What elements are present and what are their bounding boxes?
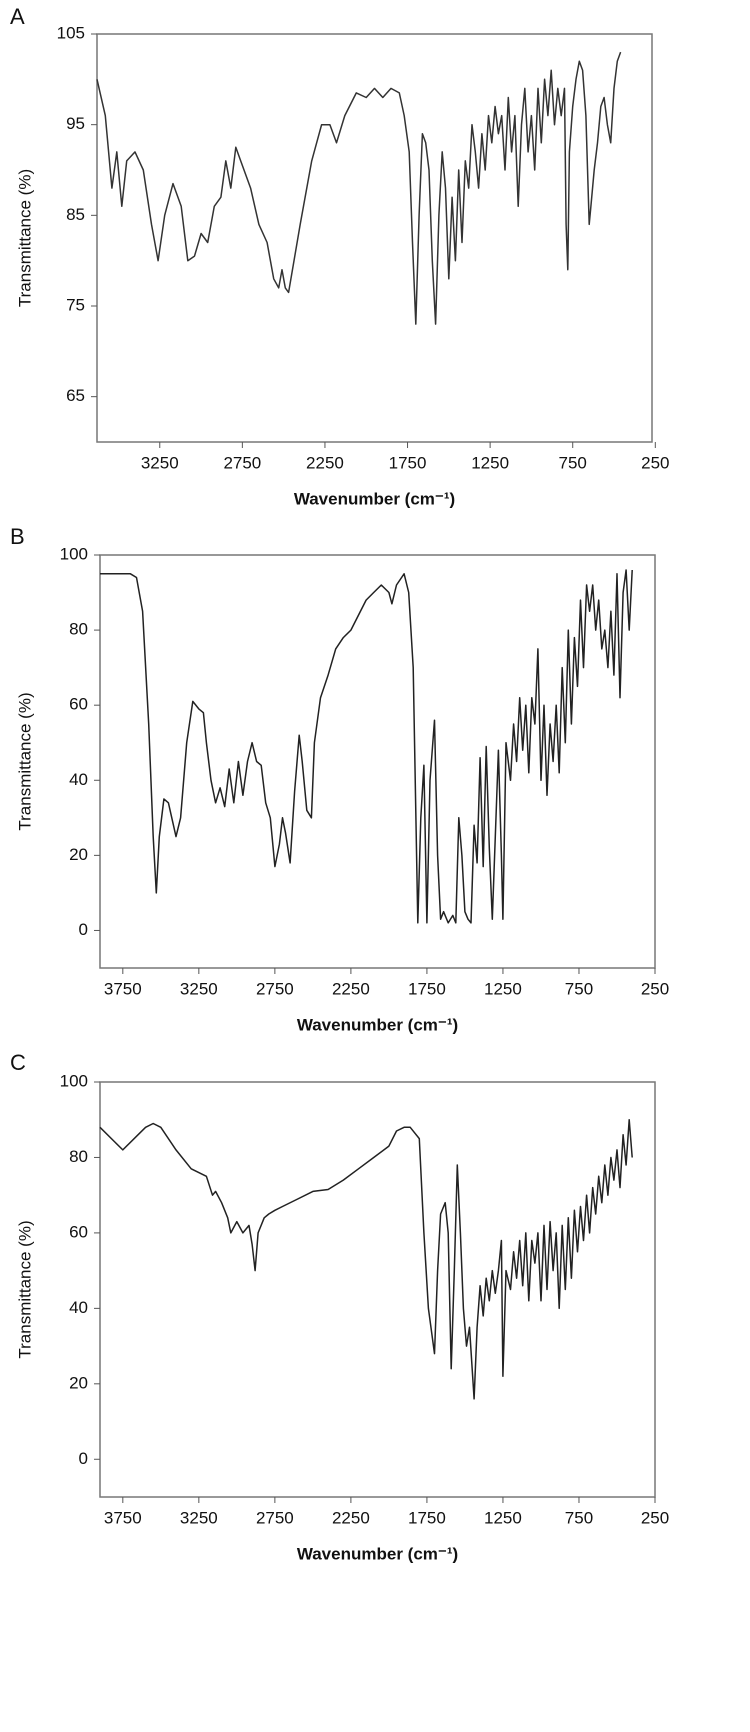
x-tick-label: 3250 bbox=[180, 1508, 218, 1527]
x-tick-label: 3250 bbox=[141, 453, 179, 472]
x-tick-label: 250 bbox=[641, 1508, 669, 1527]
y-tick-label: 75 bbox=[66, 295, 85, 314]
x-tick-label: 2750 bbox=[256, 1508, 294, 1527]
y-tick-label: 60 bbox=[69, 1222, 88, 1241]
plot-frame bbox=[99, 1081, 656, 1498]
y-tick-label: 100 bbox=[60, 544, 88, 563]
x-tick-label: 3250 bbox=[180, 979, 218, 998]
x-tick-label: 2250 bbox=[332, 1508, 370, 1527]
y-tick-label: 95 bbox=[66, 114, 85, 133]
spectrum-line bbox=[99, 1118, 633, 1400]
y-axis-label: Transmittance (%) bbox=[15, 692, 34, 830]
spectrum-line bbox=[96, 51, 622, 325]
x-tick-label: 1750 bbox=[408, 1508, 446, 1527]
x-tick-label: 1250 bbox=[484, 1508, 522, 1527]
x-tick-label: 750 bbox=[559, 453, 587, 472]
panel-label: A bbox=[10, 4, 25, 29]
x-tick-label: 3750 bbox=[104, 979, 142, 998]
y-tick-label: 65 bbox=[66, 386, 85, 405]
x-tick-label: 1750 bbox=[389, 453, 427, 472]
y-tick-label: 20 bbox=[69, 1373, 88, 1392]
y-tick-label: 80 bbox=[69, 620, 88, 639]
x-tick-label: 1750 bbox=[408, 979, 446, 998]
x-tick-label: 1250 bbox=[471, 453, 509, 472]
x-tick-label: 750 bbox=[565, 979, 593, 998]
x-axis-label: Wavenumber (cm⁻¹) bbox=[297, 1015, 458, 1034]
y-tick-label: 0 bbox=[79, 920, 88, 939]
y-tick-label: 80 bbox=[69, 1147, 88, 1166]
x-tick-label: 250 bbox=[641, 453, 669, 472]
panel-label: B bbox=[10, 524, 25, 549]
x-axis-label: Wavenumber (cm⁻¹) bbox=[297, 1544, 458, 1563]
y-axis-label: Transmittance (%) bbox=[15, 169, 34, 307]
y-tick-label: 40 bbox=[69, 1298, 88, 1317]
x-tick-label: 2250 bbox=[332, 979, 370, 998]
x-tick-label: 3750 bbox=[104, 1508, 142, 1527]
x-tick-label: 1250 bbox=[484, 979, 522, 998]
y-tick-label: 105 bbox=[57, 23, 85, 42]
y-tick-label: 0 bbox=[79, 1449, 88, 1468]
x-tick-label: 750 bbox=[565, 1508, 593, 1527]
x-tick-label: 2750 bbox=[256, 979, 294, 998]
y-tick-label: 100 bbox=[60, 1071, 88, 1090]
x-tick-label: 2250 bbox=[306, 453, 344, 472]
panel-label: C bbox=[10, 1050, 26, 1075]
y-tick-label: 20 bbox=[69, 845, 88, 864]
plot-frame bbox=[99, 554, 656, 969]
spectrum-line bbox=[100, 569, 633, 924]
x-tick-label: 250 bbox=[641, 979, 669, 998]
plot-frame bbox=[96, 33, 653, 443]
y-tick-label: 60 bbox=[69, 695, 88, 714]
x-axis-label: Wavenumber (cm⁻¹) bbox=[294, 489, 455, 508]
y-axis-label: Transmittance (%) bbox=[15, 1220, 34, 1358]
y-tick-label: 40 bbox=[69, 770, 88, 789]
x-tick-label: 2750 bbox=[223, 453, 261, 472]
y-tick-label: 85 bbox=[66, 205, 85, 224]
